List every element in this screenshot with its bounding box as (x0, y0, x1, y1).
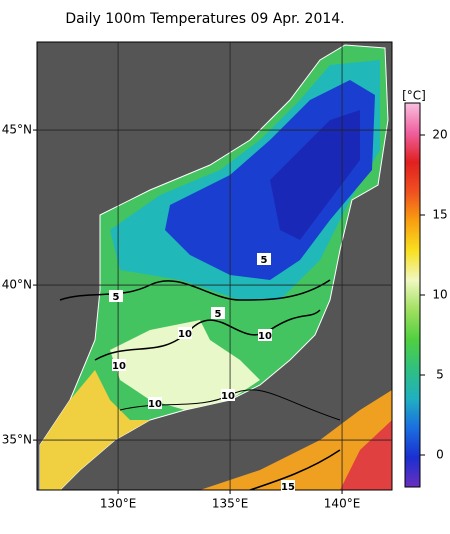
title: Daily 100m Temperatures 09 Apr. 2014. (65, 11, 344, 27)
map-area (37, 42, 392, 490)
contour-label-box (211, 307, 225, 319)
contour-5 (59, 279, 331, 301)
contour-label: 5 (113, 292, 120, 303)
sea-kuroshio (340, 420, 392, 490)
colorbar-label: [°C] (402, 89, 426, 103)
contour-label: 10 (148, 399, 162, 410)
contour-label-box (178, 327, 192, 339)
sea-coldest (270, 110, 360, 240)
contour-10 (94, 309, 321, 361)
colorbar-tick-label: 15 (432, 208, 447, 222)
contour-label: 10 (178, 329, 192, 340)
colorbar-tick-label: 5 (436, 368, 444, 382)
contour-label-box (148, 397, 162, 409)
map-frame (36, 41, 393, 491)
sea-pacific (200, 390, 392, 490)
x-tick-label: 135°E (212, 497, 249, 511)
contour-label: 10 (221, 391, 235, 402)
contour-label-box (258, 329, 272, 341)
contour-label: 10 (112, 361, 126, 372)
colorbar-tick-label: 0 (436, 448, 444, 462)
colorbar-tick-label: 10 (432, 288, 447, 302)
y-tick-label: 35°N (2, 433, 32, 447)
contour-label: 15 (281, 482, 295, 493)
colorbar (404, 102, 421, 488)
contour-15 (249, 449, 341, 490)
colorbar-tick-label: 20 (432, 128, 447, 142)
contour-label: 5 (261, 255, 268, 266)
y-tick-label: 45°N (2, 123, 32, 137)
contour-label: 10 (258, 331, 272, 342)
y-tick-label: 40°N (2, 278, 32, 292)
sea-light (110, 320, 260, 410)
contour-label-box (221, 389, 235, 401)
x-tick-label: 140°E (324, 497, 361, 511)
contour-label-box (257, 253, 271, 265)
contour-label: 5 (215, 309, 222, 320)
x-tick-label: 130°E (100, 497, 137, 511)
contour-label-box (109, 290, 123, 302)
contour-label-box (281, 480, 295, 492)
sea-warm-south (40, 370, 150, 490)
contour-label-box (112, 359, 126, 371)
